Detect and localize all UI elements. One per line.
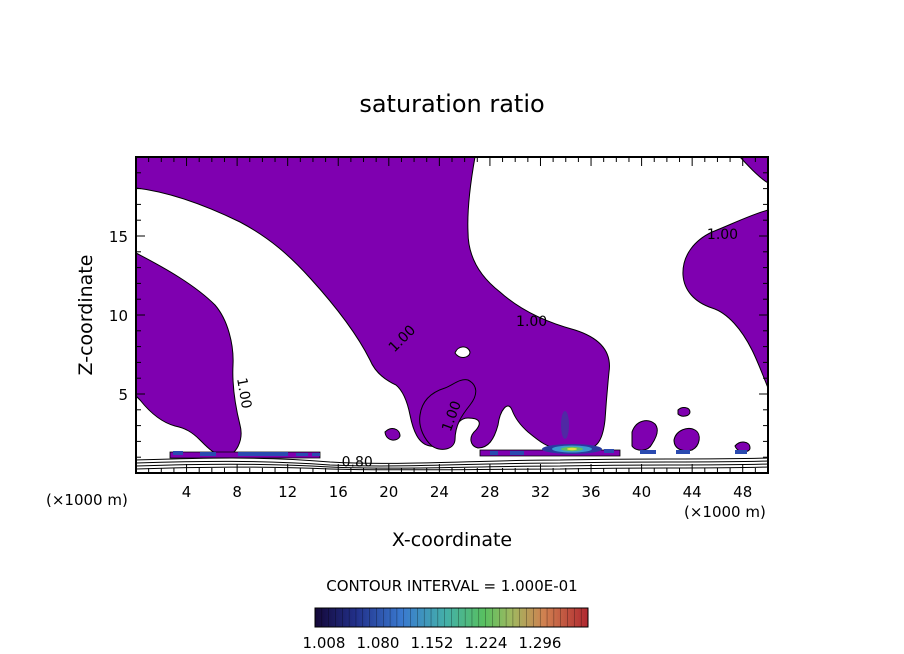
x-tick-label: 4	[182, 483, 192, 501]
colorbar-tick-label: 1.224	[465, 634, 508, 652]
x-tick-label: 24	[430, 483, 449, 501]
contour-high-patch	[542, 411, 602, 454]
contour-fill-island-3	[677, 407, 691, 417]
x-tick-label: 20	[379, 483, 398, 501]
y-tick-label: 5	[118, 386, 128, 404]
contour-label: 1.00	[516, 314, 547, 330]
contour-label: 0.80	[342, 455, 373, 471]
x-tick-label: 16	[329, 483, 348, 501]
y-tick-label: 15	[109, 228, 128, 246]
contour-fill-island-5	[384, 428, 401, 441]
colorbar-border	[314, 607, 589, 628]
colorbar-tick-label: 1.008	[303, 634, 346, 652]
colorbar-divisions	[321, 608, 582, 627]
contour-label: 1.00	[233, 377, 254, 410]
x-tick-label: 36	[581, 483, 600, 501]
x-tick-label: 40	[632, 483, 651, 501]
x-tick-label: 44	[683, 483, 702, 501]
x-tick-marks	[148, 157, 756, 473]
colorbar-tick-labels: 1.008 1.080 1.152 1.224 1.296	[303, 634, 562, 652]
contour-fill-right	[682, 209, 768, 389]
contour-interval-text: CONTOUR INTERVAL = 1.000E-01	[326, 577, 577, 595]
x-tick-label: 12	[278, 483, 297, 501]
contour-fill-island-2	[673, 427, 700, 452]
contour-hole-1	[454, 346, 471, 358]
contour-fill-left	[136, 252, 242, 457]
colorbar: 1.008 1.080 1.152 1.224 1.296	[303, 607, 589, 652]
contour-fill-area	[136, 157, 768, 459]
contour-fill-island-1	[631, 420, 658, 451]
x-unit-right: (×1000 m)	[684, 503, 766, 521]
y-tick-labels: 5 10 15	[109, 228, 128, 404]
contour-fill-topright	[739, 157, 768, 184]
x-tick-label: 32	[531, 483, 550, 501]
x-tick-label: 8	[232, 483, 242, 501]
y-tick-label: 10	[109, 307, 128, 325]
chart-title: saturation ratio	[359, 90, 544, 118]
contour-small-patches	[173, 449, 747, 456]
colorbar-tick-label: 1.152	[411, 634, 454, 652]
x-tick-label: 28	[480, 483, 499, 501]
x-axis-label: X-coordinate	[392, 529, 512, 551]
contour-fill-lobe	[419, 379, 477, 450]
y-tick-marks	[136, 172, 768, 458]
x-tick-label: 48	[733, 483, 752, 501]
contour-fill-main	[136, 157, 610, 450]
x-unit-left: (×1000 m)	[46, 491, 128, 509]
colorbar-tick-label: 1.296	[519, 634, 562, 652]
y-axis-label: Z-coordinate	[75, 255, 97, 376]
colorbar-tick-label: 1.080	[357, 634, 400, 652]
contour-label: 1.00	[707, 227, 738, 243]
x-tick-labels: 4 8 12 16 20 24 28 32 36 40 44 48	[182, 483, 752, 501]
